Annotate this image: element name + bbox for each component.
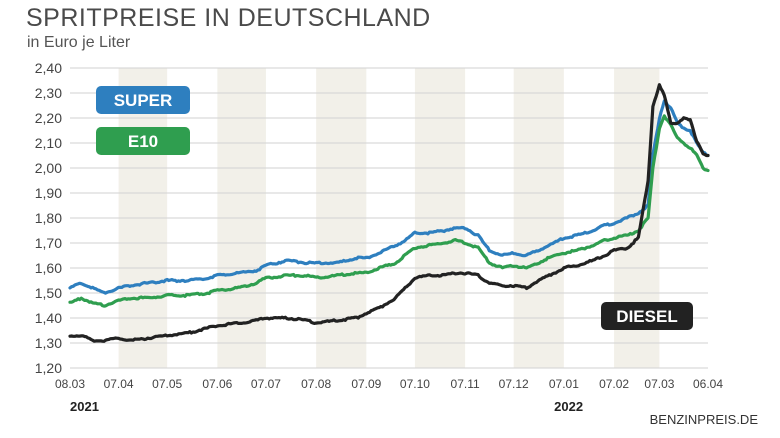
x-tick-label: 08.03 (55, 377, 85, 391)
x-tick-label: 07.06 (202, 377, 232, 391)
x-tick-label: 07.09 (351, 377, 381, 391)
x-tick-label: 07.10 (400, 377, 430, 391)
series-labels: SUPER E10 DIESEL (96, 86, 693, 330)
series-line-diesel (68, 83, 710, 343)
x-tick-label: 07.07 (251, 377, 281, 391)
y-tick-label: 1,40 (35, 310, 62, 326)
series-label-text: DIESEL (616, 307, 677, 326)
series-label-text: SUPER (114, 91, 173, 110)
y-tick-label: 2,00 (35, 160, 62, 176)
x-tick-label: 07.04 (104, 377, 134, 391)
y-axis-ticks: 2,40 2,30 2,20 2,10 2,00 1,90 1,80 1,70 1,60 1,50… (35, 60, 62, 376)
x-axis-ticks: 08.03 07.04 07.05 07.06 07.07 07.08 07.09 07.10… (55, 377, 723, 391)
series-line-super (68, 99, 710, 295)
y-tick-label: 1,90 (35, 185, 62, 201)
x-tick-label: 07.02 (599, 377, 629, 391)
x-tick-label: 07.12 (499, 377, 529, 391)
x-tick-label: 07.11 (451, 377, 480, 391)
y-tick-label: 1,30 (35, 335, 62, 351)
y-tick-label: 2,30 (35, 85, 62, 101)
y-tick-label: 1,20 (35, 360, 62, 376)
source-label: BENZINPREIS.DE (650, 412, 759, 427)
year-label: 2021 (70, 399, 99, 414)
series-label-e10: E10 (96, 127, 190, 155)
series-label-diesel: DIESEL (601, 302, 693, 330)
x-tick-label: 07.05 (152, 377, 182, 391)
x-tick-label: 07.01 (549, 377, 579, 391)
y-tick-label: 1,50 (35, 285, 62, 301)
x-tick-label: 07.03 (644, 377, 674, 391)
chart-title: SPRITPREISE IN DEUTSCHLAND (26, 4, 431, 32)
chart-subtitle: in Euro je Liter (27, 34, 131, 51)
y-tick-label: 2,20 (35, 110, 62, 126)
y-tick-label: 1,70 (35, 235, 62, 251)
x-tick-label: 07.08 (301, 377, 331, 391)
year-labels: 2021 2022 (70, 399, 583, 414)
y-tick-label: 1,60 (35, 260, 62, 276)
x-tick-label: 06.04 (693, 377, 723, 391)
y-tick-label: 2,40 (35, 60, 62, 76)
series-label-text: E10 (128, 132, 158, 151)
year-label: 2022 (554, 399, 583, 414)
series-line-e10 (68, 114, 710, 308)
series-lines (68, 83, 710, 343)
series-label-super: SUPER (96, 86, 190, 114)
y-tick-label: 1,80 (35, 210, 62, 226)
y-tick-label: 2,10 (35, 135, 62, 151)
